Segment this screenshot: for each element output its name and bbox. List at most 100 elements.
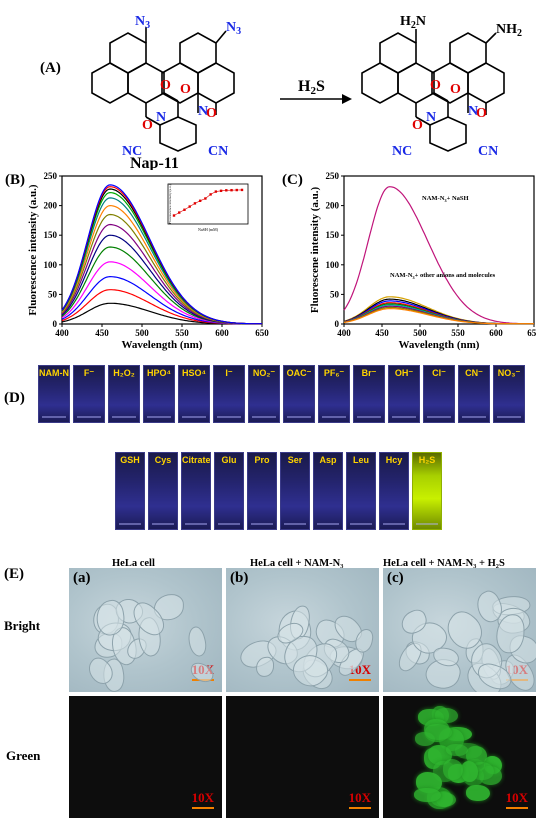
left-cn: CN <box>208 144 228 159</box>
anion-vial-13: NO₃⁻ <box>493 365 525 423</box>
anion-vial-9: Br⁻ <box>353 365 385 423</box>
biothiol-vial-label-1: Cys <box>154 455 172 465</box>
panel-b-y-tick-0: 0 <box>53 319 58 329</box>
product-structure <box>361 29 505 152</box>
anion-vial-label-7: OAC⁻ <box>286 368 312 378</box>
panel-b-series-3 <box>61 261 262 325</box>
panel-b-series-1 <box>61 289 262 325</box>
anion-vial-label-9: Br⁻ <box>361 368 377 378</box>
panel-b-x-label: Wavelength (nm) <box>122 339 203 351</box>
panel-c-series-9 <box>343 308 534 325</box>
micro-letter-b: (b) <box>230 570 249 586</box>
right-n2: N <box>468 104 478 119</box>
biothiol-vial-1: Cys <box>148 452 178 530</box>
panel-c-x-tick-1: 450 <box>375 328 389 338</box>
svg-text:H2S: H2S <box>298 78 325 97</box>
row-label-bright: Bright <box>4 618 41 633</box>
panel-e-label: (E) <box>4 566 24 582</box>
biothiol-vial-label-3: Glu <box>221 455 237 465</box>
scale-bar-c-green: 10X <box>505 790 528 809</box>
left-n1: N <box>156 110 166 125</box>
panel-d-label: (D) <box>4 390 25 406</box>
left-n3-right: N3 <box>226 20 241 37</box>
panel-c-series-0 <box>343 186 534 325</box>
panel-c-x-tick-0: 400 <box>337 328 351 338</box>
biothiol-vial-label-4: Pro <box>254 455 270 465</box>
anion-vial-7: OAC⁻ <box>283 365 315 423</box>
panel-b-y-tick-2: 100 <box>44 260 58 270</box>
scale-bar-a-green: 10X <box>191 790 214 809</box>
panel-c-annotation-nash: NAM-N3+ NaSH <box>422 195 469 203</box>
panel-b-x-tick-5: 650 <box>255 328 269 338</box>
panel-c-x-label: Wavelength (nm) <box>399 339 480 351</box>
vial-row-anions: NAM-N₃ F⁻ H₂O₂ HPO⁴ HSO⁴ I⁻ NO₂⁻ OAC⁻ PF₆⁻ Br⁻ OH⁻… <box>38 365 525 423</box>
fluorescent-cell <box>443 759 464 780</box>
biothiol-vial-label-9: H₂S <box>418 455 436 465</box>
panel-c-plot-frame <box>343 175 535 325</box>
right-nc: NC <box>392 144 412 159</box>
panel-b-x-tick-4: 600 <box>215 328 229 338</box>
anion-vial-label-0: NAM-N₃ <box>39 368 70 378</box>
anion-vial-label-13: NO₃⁻ <box>497 368 521 378</box>
biothiol-vial-label-2: Citrate <box>182 455 211 465</box>
col-header-a: HeLa cell <box>112 558 155 569</box>
panel-c-x-tick-3: 550 <box>451 328 465 338</box>
bright-image-c: (c) 10X <box>383 568 536 692</box>
panel-b-series-13 <box>61 184 262 325</box>
fluorescent-cell <box>466 784 490 801</box>
anion-vial-0: NAM-N₃ <box>38 365 70 423</box>
green-image-b: 10X <box>226 696 379 818</box>
panel-b-inset-frame <box>167 183 249 225</box>
fluorescent-cell <box>415 771 443 793</box>
fluorescent-cell <box>414 787 441 802</box>
panel-b-inset-y-label: Fluorescence intensity (a.u.) <box>168 183 172 223</box>
panel-c-label: (C) <box>282 172 303 188</box>
biothiol-vial-label-5: Ser <box>287 455 303 465</box>
anion-vial-label-8: PF₆⁻ <box>323 368 345 378</box>
left-o3: O <box>142 118 153 133</box>
left-o1: O <box>160 78 171 93</box>
panel-b-x-tick-1: 450 <box>95 328 109 338</box>
fluorescent-cell <box>466 746 487 765</box>
left-nc: NC <box>122 144 142 159</box>
row-label-green: Green <box>6 748 41 763</box>
fluorescent-cell <box>425 723 453 741</box>
panel-b-plot-frame <box>61 175 263 325</box>
panel-c-y-tick-4: 200 <box>326 201 340 211</box>
left-o4: O <box>206 106 217 121</box>
fluorescent-cell <box>461 761 479 782</box>
right-nh2-top: H2N <box>400 14 426 31</box>
panel-c-y-label: Fluorescene intensity (a.u.) <box>309 187 321 314</box>
anion-vial-5: I⁻ <box>213 365 245 423</box>
panel-b-y-tick-5: 250 <box>44 171 58 181</box>
bright-image-a: (a) 10X <box>69 568 222 692</box>
panel-b-y-tick-4: 200 <box>44 201 58 211</box>
micro-letter-c: (c) <box>387 570 404 586</box>
biothiol-vial-2: Citrate <box>181 452 211 530</box>
panel-c-chart: 400 450 500 550 600 650 0 50 100 150 200 250 Wavelen… <box>309 171 536 351</box>
biothiol-vial-5: Ser <box>280 452 310 530</box>
panel-c-y-tick-5: 250 <box>326 171 340 181</box>
right-o4: O <box>476 106 487 121</box>
anion-vial-label-1: F⁻ <box>83 368 95 378</box>
panel-c-y-tick-1: 50 <box>330 289 340 299</box>
anion-vial-label-2: H₂O₂ <box>113 368 135 378</box>
anion-vial-12: CN⁻ <box>458 365 490 423</box>
panel-b-x-tick-3: 550 <box>175 328 189 338</box>
left-n2: N <box>198 104 208 119</box>
panel-b-chart: 400 450 500 550 600 650 0 50 100 150 200 250 Wavelen… <box>27 171 269 351</box>
right-o2: O <box>450 82 461 97</box>
biothiol-vial-9: H₂S <box>412 452 442 530</box>
panel-b-inset-point-0 <box>172 214 176 217</box>
anion-vial-8: PF₆⁻ <box>318 365 350 423</box>
cell-shape <box>256 657 275 678</box>
panel-a-scheme: N3 N3 O O O O N N NC CN Nap-11 H2S H2N <box>91 14 522 170</box>
anion-vial-10: OH⁻ <box>388 365 420 423</box>
col-header-c: HeLa cell + NAM-N₃ + H₂S <box>383 558 505 569</box>
panel-c-annotation-others: NAM-N3+ other anions and molecules <box>390 272 496 280</box>
biothiol-vial-4: Pro <box>247 452 277 530</box>
anion-vial-label-10: OH⁻ <box>394 368 414 378</box>
panel-c-y-tick-0: 0 <box>335 319 340 329</box>
panel-c-y-tick-3: 150 <box>326 230 340 240</box>
panel-c-x-tick-4: 600 <box>489 328 503 338</box>
